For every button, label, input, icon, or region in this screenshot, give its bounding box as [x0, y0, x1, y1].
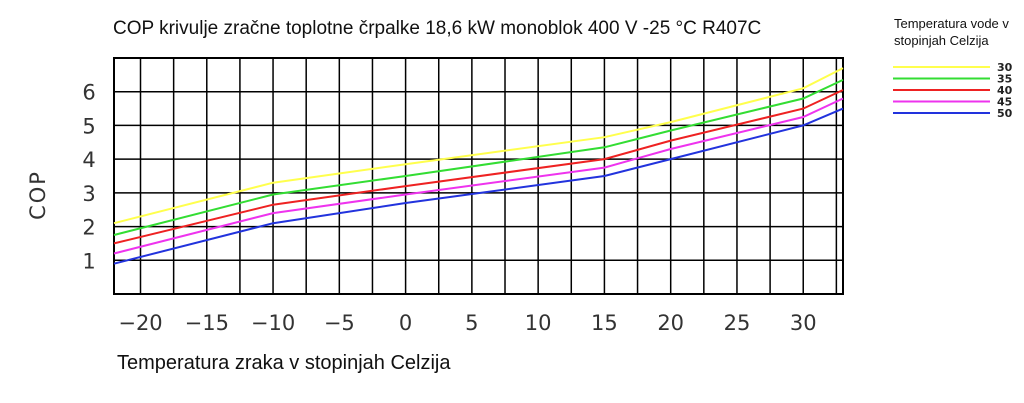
- y-tick-label: 5: [82, 114, 95, 138]
- x-tick-label: 0: [399, 311, 412, 335]
- x-tick-label: 25: [724, 311, 751, 335]
- x-tick-label: −5: [324, 311, 355, 335]
- series-line-40: [113, 89, 844, 245]
- y-tick-label: 4: [82, 148, 95, 172]
- y-tick-label: 2: [82, 216, 95, 240]
- legend-label-40: 40: [997, 84, 1013, 97]
- y-tick-label: 1: [82, 249, 95, 273]
- x-tick-label: 15: [591, 311, 618, 335]
- series-line-45: [113, 97, 844, 255]
- y-tick-label: 3: [82, 182, 95, 206]
- series-line-35: [113, 78, 844, 236]
- x-tick-label: −20: [118, 311, 162, 335]
- x-tick-label: 10: [525, 311, 552, 335]
- legend-title: Temperatura vode v stopinjah Celzija: [894, 16, 1009, 48]
- x-tick-label: 20: [657, 311, 684, 335]
- x-tick-label: −10: [251, 311, 295, 335]
- x-axis-label: Temperatura zraka v stopinjah Celzija: [117, 352, 451, 374]
- x-tick-label: −15: [185, 311, 229, 335]
- series-line-50: [113, 107, 844, 265]
- plot-frame: [113, 57, 844, 295]
- chart-title: COP krivulje zračne toplotne črpalke 18,…: [113, 18, 762, 39]
- series-line-30: [113, 67, 844, 225]
- legend-label-35: 35: [997, 73, 1012, 86]
- legend-label-30: 30: [997, 61, 1013, 74]
- y-tick-label: 6: [82, 81, 95, 105]
- legend-label-50: 50: [997, 107, 1013, 120]
- legend-label-45: 45: [997, 96, 1012, 109]
- x-tick-label: 5: [465, 311, 478, 335]
- x-tick-label: 30: [790, 311, 817, 335]
